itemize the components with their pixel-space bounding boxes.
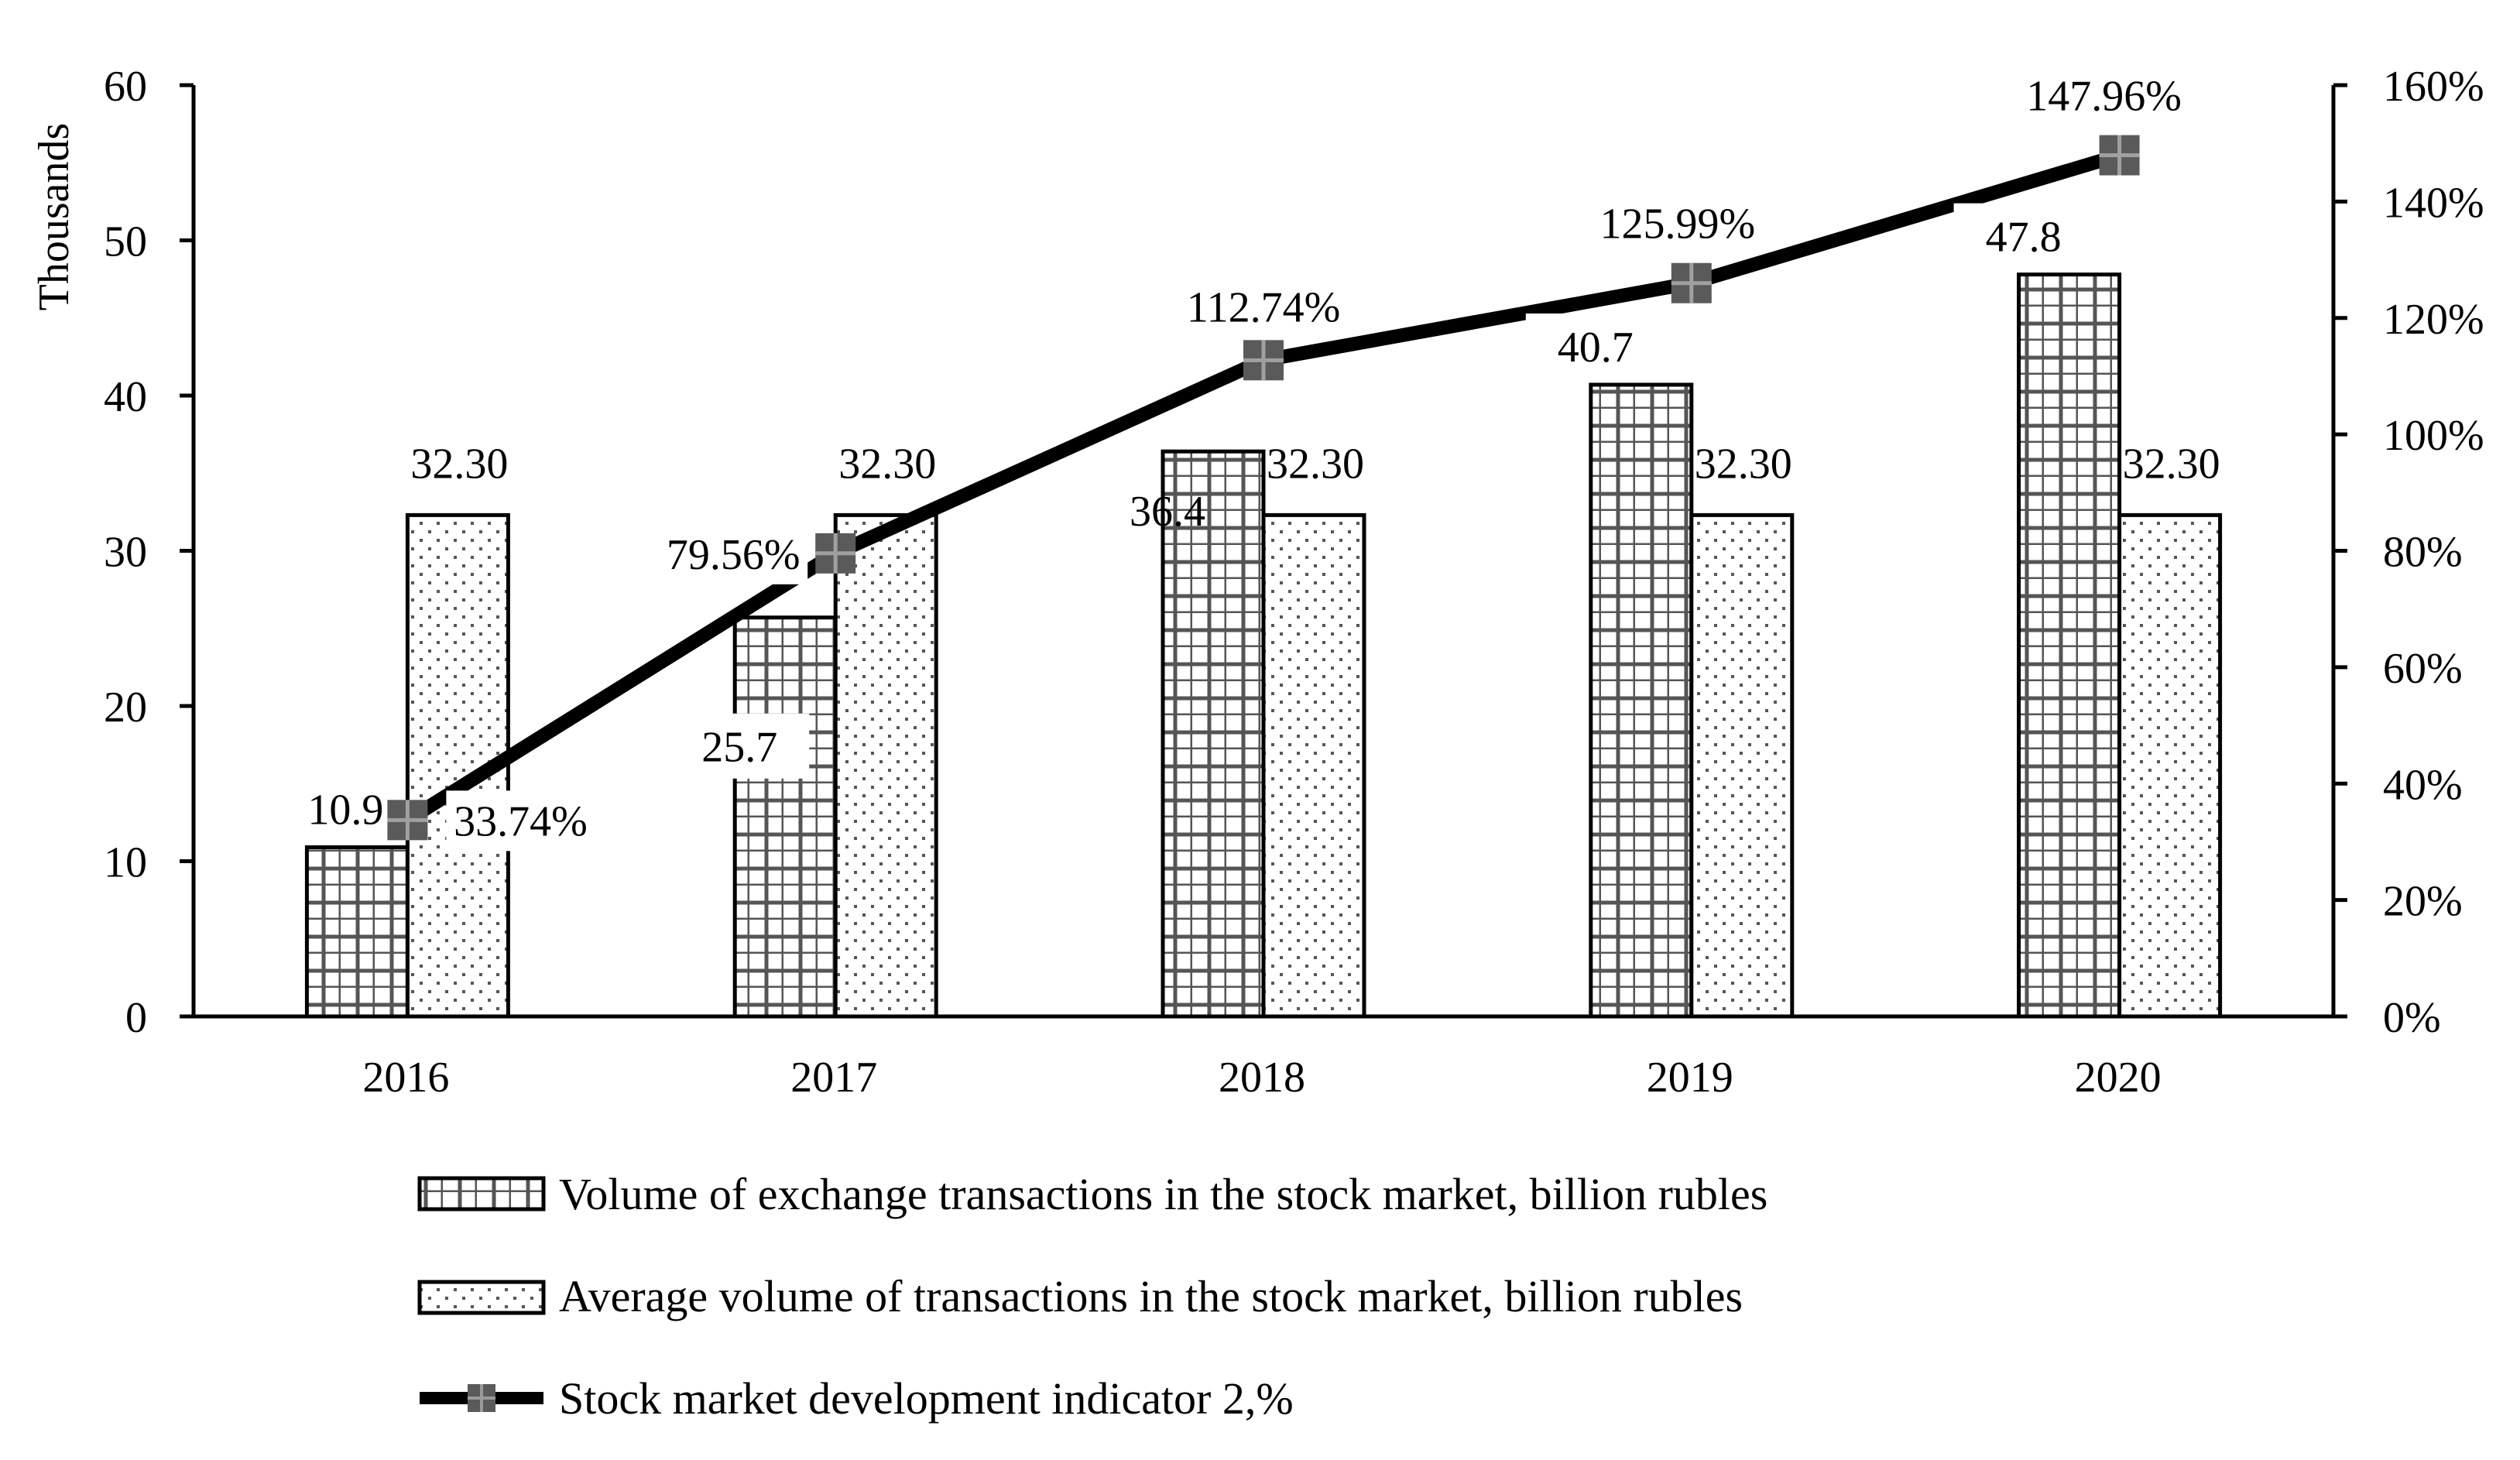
legend-swatch-dots xyxy=(417,1280,546,1315)
category-label: 2016 xyxy=(362,1054,449,1102)
y-axis-title: Thousands xyxy=(30,123,78,311)
bar-volume xyxy=(732,615,838,1019)
right-tick-label: 60% xyxy=(2383,645,2463,693)
right-tick-label: 120% xyxy=(2383,296,2484,344)
left-tick-label: 50 xyxy=(104,218,147,266)
bar-volume xyxy=(1161,449,1266,1019)
label-backdrop xyxy=(446,790,595,852)
left-tick-labels: 0 10 20 30 40 50 60 xyxy=(104,63,194,1042)
bar-average-label: 32.30 xyxy=(838,440,936,488)
legend-label-average: Average volume of transactions in the st… xyxy=(559,1271,1743,1321)
right-tick-labels: 0% 20% 40% 60% 80% 100% 120% 140% 160% xyxy=(2333,63,2484,1042)
right-tick-label: 140% xyxy=(2383,179,2484,227)
line-value-label: 33.74% xyxy=(454,797,588,845)
label-backdrop xyxy=(670,713,810,779)
bar-average xyxy=(1261,512,1366,1019)
left-tick-label: 40 xyxy=(104,373,147,421)
legend: Volume of exchange transactions in the s… xyxy=(417,1169,1767,1424)
label-backdrop xyxy=(1592,193,1763,254)
left-tick-label: 30 xyxy=(104,529,147,577)
category-label: 2019 xyxy=(1647,1054,1733,1102)
bar-volume xyxy=(1589,382,1694,1019)
bar-volume-label: 47.8 xyxy=(1986,214,2062,262)
bar-average xyxy=(1689,512,1795,1019)
right-tick-label: 160% xyxy=(2383,63,2484,111)
category-labels: 2016 2017 2018 2019 2020 xyxy=(362,1054,2161,1102)
line-data-labels: 33.74% 79.56% 112.74% 125.99% 147.96% xyxy=(446,65,2189,852)
line-marker xyxy=(1243,340,1284,381)
line-value-label: 79.56% xyxy=(667,531,801,579)
bar-average xyxy=(2117,512,2223,1019)
left-tick-label: 0 xyxy=(125,994,147,1042)
bar-data-labels: 10.9 32.30 25.7 32.30 36.4 32.30 40.7 32.30 47.8… xyxy=(307,203,2220,834)
label-backdrop xyxy=(659,523,808,584)
line-value-label: 112.74% xyxy=(1187,283,1341,331)
bar-volume xyxy=(304,845,410,1019)
category-label: 2020 xyxy=(2075,1054,2162,1102)
legend-item-average: Average volume of transactions in the st… xyxy=(417,1271,1743,1321)
left-tick-label: 60 xyxy=(104,63,147,111)
line-marker xyxy=(2099,135,2140,176)
right-tick-label: 100% xyxy=(2383,412,2484,460)
right-tick-label: 40% xyxy=(2383,761,2463,809)
bar-volume xyxy=(2017,272,2122,1019)
line-value-label: 125.99% xyxy=(1599,200,1755,248)
right-tick-label: 0% xyxy=(2383,994,2441,1042)
bar-average-label: 32.30 xyxy=(410,440,508,488)
line-value-label: 147.96% xyxy=(2026,73,2182,121)
bar-average-label: 32.30 xyxy=(2123,440,2220,488)
bar-volume-label: 25.7 xyxy=(701,724,777,772)
category-label: 2018 xyxy=(1219,1054,1305,1102)
bar-average xyxy=(833,512,938,1019)
bar-volume-label: 10.9 xyxy=(307,786,383,834)
legend-label-indicator: Stock market development indicator 2,% xyxy=(559,1373,1294,1424)
bar-average-label: 32.30 xyxy=(1267,440,1364,488)
right-tick-label: 20% xyxy=(2383,878,2463,926)
label-backdrop xyxy=(1525,313,1665,379)
bar-volume-label: 36.4 xyxy=(1130,488,1205,536)
line-marker xyxy=(1671,262,1712,303)
line-marker xyxy=(387,800,428,841)
category-label: 2017 xyxy=(790,1054,877,1102)
left-tick-label: 10 xyxy=(104,839,147,887)
bars xyxy=(304,272,2223,1019)
legend-item-indicator: Stock market development indicator 2,% xyxy=(420,1373,1294,1424)
legend-swatch-grid xyxy=(417,1176,546,1212)
legend-label-volume: Volume of exchange transactions in the s… xyxy=(559,1169,1767,1219)
legend-item-volume: Volume of exchange transactions in the s… xyxy=(417,1169,1767,1219)
right-tick-label: 80% xyxy=(2383,529,2463,577)
left-tick-label: 20 xyxy=(104,684,147,732)
line-series xyxy=(387,135,2140,841)
label-backdrop xyxy=(1178,276,1349,338)
bar-volume-label: 40.7 xyxy=(1558,324,1634,372)
line-marker xyxy=(815,533,856,574)
label-backdrop xyxy=(1953,203,2093,269)
label-backdrop xyxy=(2018,65,2189,126)
bar-average-label: 32.30 xyxy=(1695,440,1792,488)
